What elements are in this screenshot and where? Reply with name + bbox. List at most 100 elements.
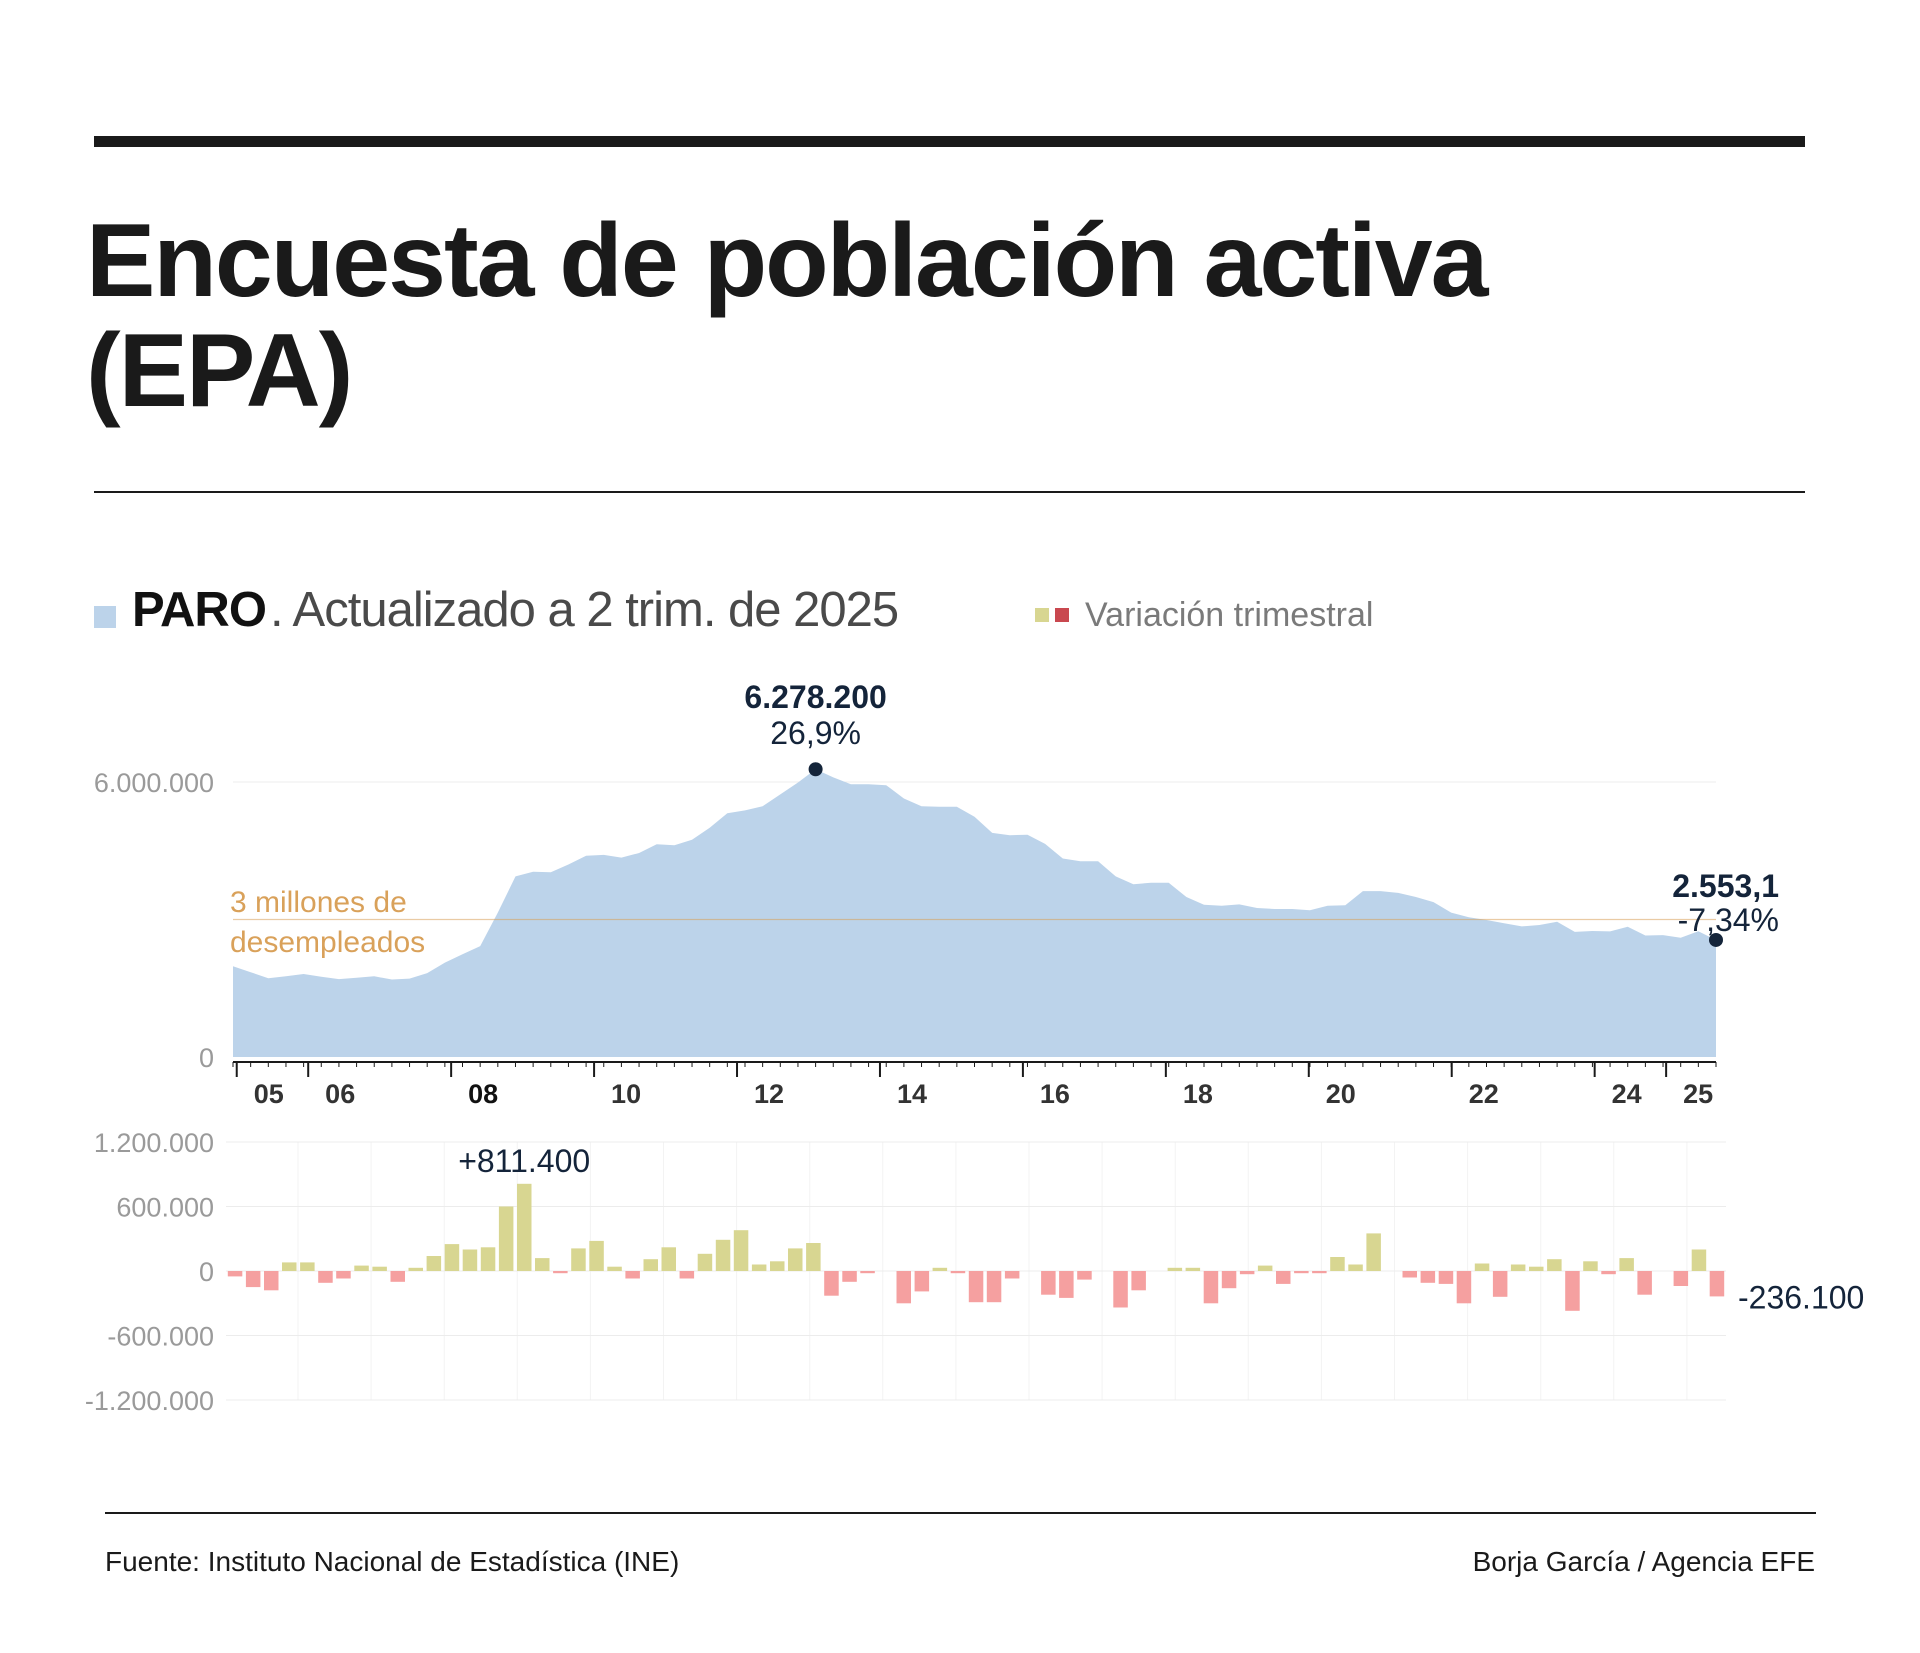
x-tick-label: 20 xyxy=(1326,1079,1356,1109)
bar-negative xyxy=(1077,1271,1092,1280)
max-bar-label: +811.400 xyxy=(458,1143,590,1179)
bar-positive xyxy=(444,1244,460,1271)
bar-negative xyxy=(1276,1271,1291,1284)
threshold-label-2: desempleados xyxy=(230,926,425,959)
bar-negative xyxy=(842,1271,857,1282)
bar-negative xyxy=(1673,1271,1689,1286)
bar-negative xyxy=(1601,1271,1616,1275)
chart-label-rest: . Actualizado a 2 trim. de 2025 xyxy=(270,583,899,637)
y-tick-label: 0 xyxy=(199,1043,214,1073)
peak-marker xyxy=(808,762,823,777)
bar-positive xyxy=(1185,1267,1201,1271)
bar-negative xyxy=(390,1271,405,1282)
y-tick-label: 6.000.000 xyxy=(94,768,214,798)
bar-positive xyxy=(1691,1249,1707,1271)
bar-positive xyxy=(806,1243,821,1271)
bar-negative xyxy=(1239,1271,1255,1275)
bar-positive xyxy=(607,1266,622,1271)
x-tick-label: 05 xyxy=(254,1079,284,1109)
unemployment-area xyxy=(233,769,1716,1057)
bar-negative xyxy=(679,1271,695,1279)
bar-negative xyxy=(264,1271,279,1291)
bar-negative xyxy=(860,1271,875,1274)
y-tick-label: 1.200.000 xyxy=(94,1128,214,1158)
bar-negative xyxy=(968,1271,984,1303)
bar-negative xyxy=(1221,1271,1237,1289)
peak-value-label: 6.278.200 xyxy=(744,679,886,715)
bar-positive xyxy=(661,1247,676,1271)
bar-positive xyxy=(408,1267,423,1271)
bar-negative xyxy=(1312,1271,1327,1274)
legend-label: Variación trimestral xyxy=(1085,596,1374,634)
bar-positive xyxy=(1366,1233,1381,1271)
last-bar-label: -236.100 xyxy=(1738,1279,1864,1315)
title-divider xyxy=(94,491,1805,493)
bar-positive xyxy=(535,1258,550,1271)
bar-negative xyxy=(553,1271,568,1274)
bar-positive xyxy=(354,1265,369,1271)
bar-negative xyxy=(318,1271,333,1283)
x-tick-label: 24 xyxy=(1612,1079,1642,1109)
title-line-1: Encuesta de población activa xyxy=(86,203,1488,319)
bar-negative xyxy=(1113,1271,1128,1308)
bar-positive xyxy=(1348,1264,1363,1271)
y-tick-label: 0 xyxy=(199,1257,214,1287)
bar-negative xyxy=(1131,1271,1146,1291)
bar-positive xyxy=(1257,1265,1273,1271)
bar-positive xyxy=(1583,1261,1598,1271)
x-tick-label: 10 xyxy=(611,1079,641,1109)
bar-positive xyxy=(571,1248,586,1271)
x-tick-label: 12 xyxy=(754,1079,784,1109)
bar-negative xyxy=(1492,1271,1508,1297)
area-swatch xyxy=(94,606,116,628)
bar-positive xyxy=(1529,1266,1544,1271)
bar-negative xyxy=(950,1271,966,1274)
bar-positive xyxy=(643,1259,658,1271)
bar-positive xyxy=(1547,1259,1562,1271)
bar-positive xyxy=(1330,1257,1345,1271)
bar-negative xyxy=(1059,1271,1074,1298)
chart-label-strong: PARO xyxy=(132,583,267,637)
bar-positive xyxy=(498,1206,514,1271)
bar-positive xyxy=(715,1239,731,1271)
x-tick-label: 25 xyxy=(1683,1079,1713,1109)
bar-negative xyxy=(1709,1271,1725,1297)
bar-negative xyxy=(245,1271,261,1288)
legend-swatch-negative xyxy=(1055,608,1069,622)
bar-positive xyxy=(1167,1267,1183,1271)
bar-positive xyxy=(426,1256,442,1271)
x-tick-label: 06 xyxy=(325,1079,355,1109)
x-tick-label: 14 xyxy=(897,1079,927,1109)
bar-negative xyxy=(1456,1271,1472,1304)
x-tick-label: 22 xyxy=(1469,1079,1499,1109)
bar-positive xyxy=(770,1261,785,1271)
y-tick-label: 600.000 xyxy=(116,1193,214,1223)
title-line-2: (EPA) xyxy=(86,313,353,429)
bar-negative xyxy=(336,1271,351,1279)
source-note: Fuente: Instituto Nacional de Estadístic… xyxy=(105,1546,680,1577)
bar-negative xyxy=(1402,1271,1417,1278)
bar-negative xyxy=(1420,1271,1436,1283)
footer-divider xyxy=(105,1512,1816,1514)
x-tick-label: 08 xyxy=(468,1079,498,1109)
last-pct-label: -7,34% xyxy=(1678,902,1779,938)
last-marker xyxy=(1709,932,1723,947)
bar-negative xyxy=(1041,1271,1056,1295)
bar-negative xyxy=(824,1271,839,1296)
legend-swatch-positive xyxy=(1035,608,1049,622)
bar-positive xyxy=(300,1262,315,1271)
bar-negative xyxy=(986,1271,1002,1303)
bar-positive xyxy=(932,1267,948,1271)
x-tick-label: 18 xyxy=(1183,1079,1213,1109)
y-tick-label: -600.000 xyxy=(107,1322,214,1352)
bar-positive xyxy=(1510,1264,1526,1271)
bar-negative xyxy=(625,1271,640,1279)
bar-negative xyxy=(227,1271,243,1277)
bar-negative xyxy=(1565,1271,1580,1311)
peak-pct-label: 26,9% xyxy=(770,715,861,751)
bar-positive xyxy=(372,1266,387,1271)
bar-positive xyxy=(1619,1258,1634,1271)
bar-negative xyxy=(1004,1271,1020,1279)
last-value-label: 2.553,1 xyxy=(1672,868,1779,904)
